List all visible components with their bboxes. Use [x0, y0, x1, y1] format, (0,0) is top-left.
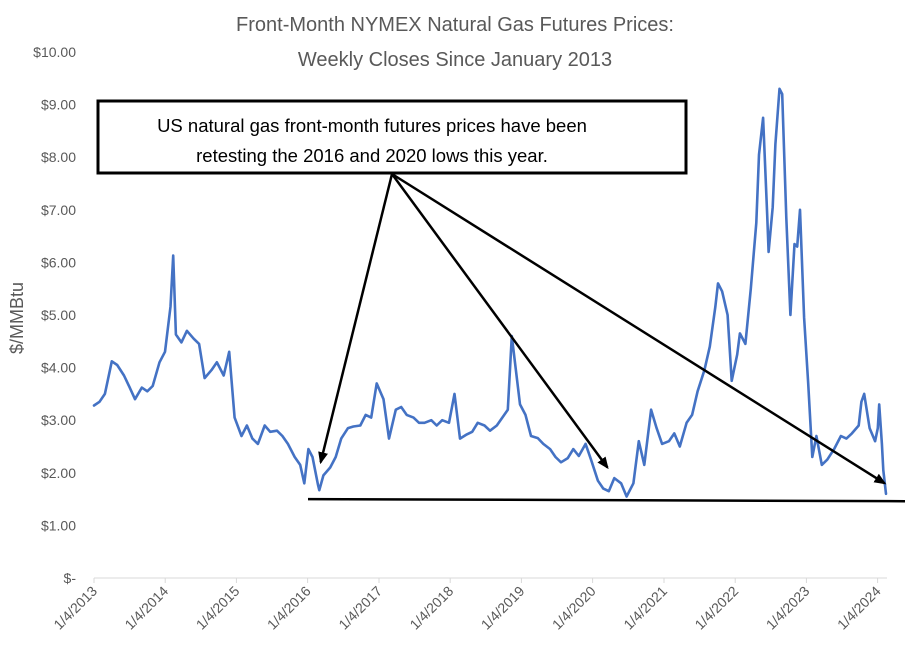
- annotation-arrow: [390, 173, 609, 470]
- support-line: [307, 497, 906, 503]
- annotation-arrow: [391, 172, 887, 485]
- y-tick-label: $1.00: [41, 517, 76, 533]
- x-tick-label: 1/4/2018: [406, 583, 456, 633]
- y-tick-label: $10.00: [33, 44, 76, 60]
- annotation-group: US natural gas front-month futures price…: [96, 99, 906, 503]
- annotation-box: [96, 99, 688, 175]
- x-tick-label: 1/4/2024: [834, 583, 884, 633]
- x-tick-label: 1/4/2014: [121, 583, 171, 633]
- y-axis-ticks: $- $1.00 $2.00 $3.00 $4.00 $5.00 $6.00 $7.00 $8.…: [33, 44, 76, 586]
- x-tick-label: 1/4/2019: [478, 583, 528, 633]
- chart-title-line-1: Front-Month NYMEX Natural Gas Futures Pr…: [236, 14, 674, 36]
- y-tick-label: $2.00: [41, 465, 76, 481]
- y-tick-label: $6.00: [41, 254, 76, 270]
- chart-title-line-2: Weekly Closes Since January 2013: [298, 49, 612, 71]
- x-tick-label: 1/4/2017: [335, 583, 385, 633]
- y-tick-label: $8.00: [41, 149, 76, 165]
- y-axis-label: $/MMBtu: [7, 282, 27, 354]
- x-tick-label: 1/4/2020: [549, 583, 599, 633]
- y-tick-label: $5.00: [41, 307, 76, 323]
- x-axis: 1/4/2013 1/4/2014 1/4/2015 1/4/2016 1/4/2017…: [50, 577, 887, 633]
- series-group: [92, 87, 888, 498]
- x-tick-label: 1/4/2021: [620, 583, 670, 633]
- annotation-line-1: US natural gas front-month futures price…: [157, 115, 587, 136]
- x-tick-label: 1/4/2015: [193, 583, 243, 633]
- annotation-line-2: retesting the 2016 and 2020 lows this ye…: [196, 145, 548, 166]
- x-tick-label: 1/4/2016: [264, 583, 314, 633]
- y-tick-label: $3.00: [41, 412, 76, 428]
- annotation-arrow: [318, 173, 394, 465]
- y-tick-label: $9.00: [41, 97, 76, 113]
- y-tick-label: $4.00: [41, 360, 76, 376]
- x-tick-label: 1/4/2022: [691, 583, 741, 633]
- series-line: [92, 87, 888, 498]
- x-tick-label: 1/4/2023: [763, 583, 813, 633]
- y-tick-label: $-: [64, 570, 77, 586]
- x-tick-label: 1/4/2013: [50, 583, 100, 633]
- y-tick-label: $7.00: [41, 202, 76, 218]
